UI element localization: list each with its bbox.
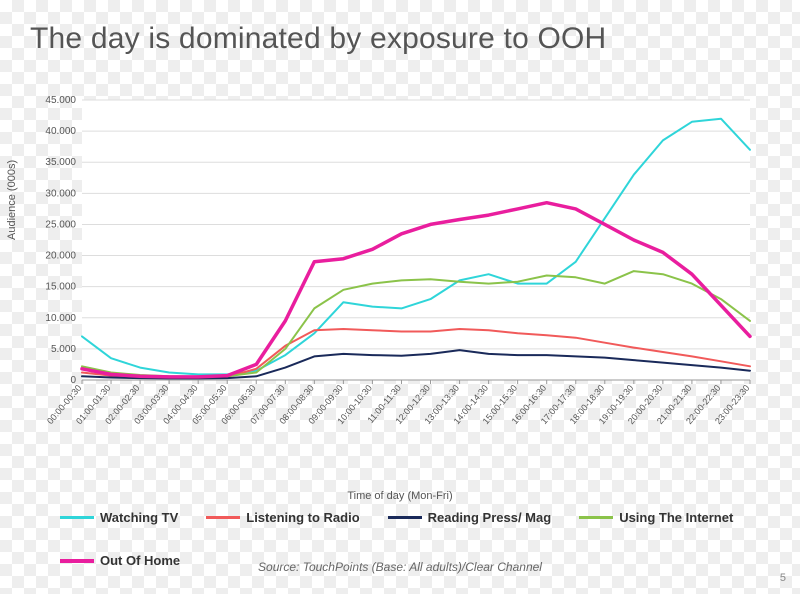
y-axis-label: Audience (000s) <box>6 160 18 240</box>
svg-text:10.000: 10.000 <box>45 313 76 324</box>
line-chart: 05.00010.00015.00020.00025.00030.00035.0… <box>20 90 780 450</box>
legend-label: Reading Press/ Mag <box>428 510 552 525</box>
legend-label: Listening to Radio <box>246 510 359 525</box>
legend-swatch <box>579 516 613 519</box>
svg-text:25.000: 25.000 <box>45 219 76 230</box>
legend-item-internet: Using The Internet <box>579 510 733 525</box>
source-citation: Source: TouchPoints (Base: All adults)/C… <box>0 560 800 574</box>
legend-label: Using The Internet <box>619 510 733 525</box>
legend-swatch <box>60 516 94 519</box>
legend-swatch <box>206 516 240 519</box>
svg-text:45.000: 45.000 <box>45 95 76 106</box>
svg-text:15.000: 15.000 <box>45 282 76 293</box>
legend-item-radio: Listening to Radio <box>206 510 359 525</box>
page-title: The day is dominated by exposure to OOH <box>30 22 606 56</box>
legend-label: Watching TV <box>100 510 178 525</box>
legend-swatch <box>388 516 422 519</box>
x-axis-label: Time of day (Mon-Fri) <box>0 490 800 502</box>
svg-text:20.000: 20.000 <box>45 251 76 262</box>
legend-item-tv: Watching TV <box>60 510 178 525</box>
slide: The day is dominated by exposure to OOH … <box>0 0 800 594</box>
svg-text:35.000: 35.000 <box>45 157 76 168</box>
svg-text:40.000: 40.000 <box>45 126 76 137</box>
svg-text:30.000: 30.000 <box>45 188 76 199</box>
legend-item-press: Reading Press/ Mag <box>388 510 552 525</box>
svg-text:5.000: 5.000 <box>51 344 76 355</box>
page-number: 5 <box>780 572 786 584</box>
